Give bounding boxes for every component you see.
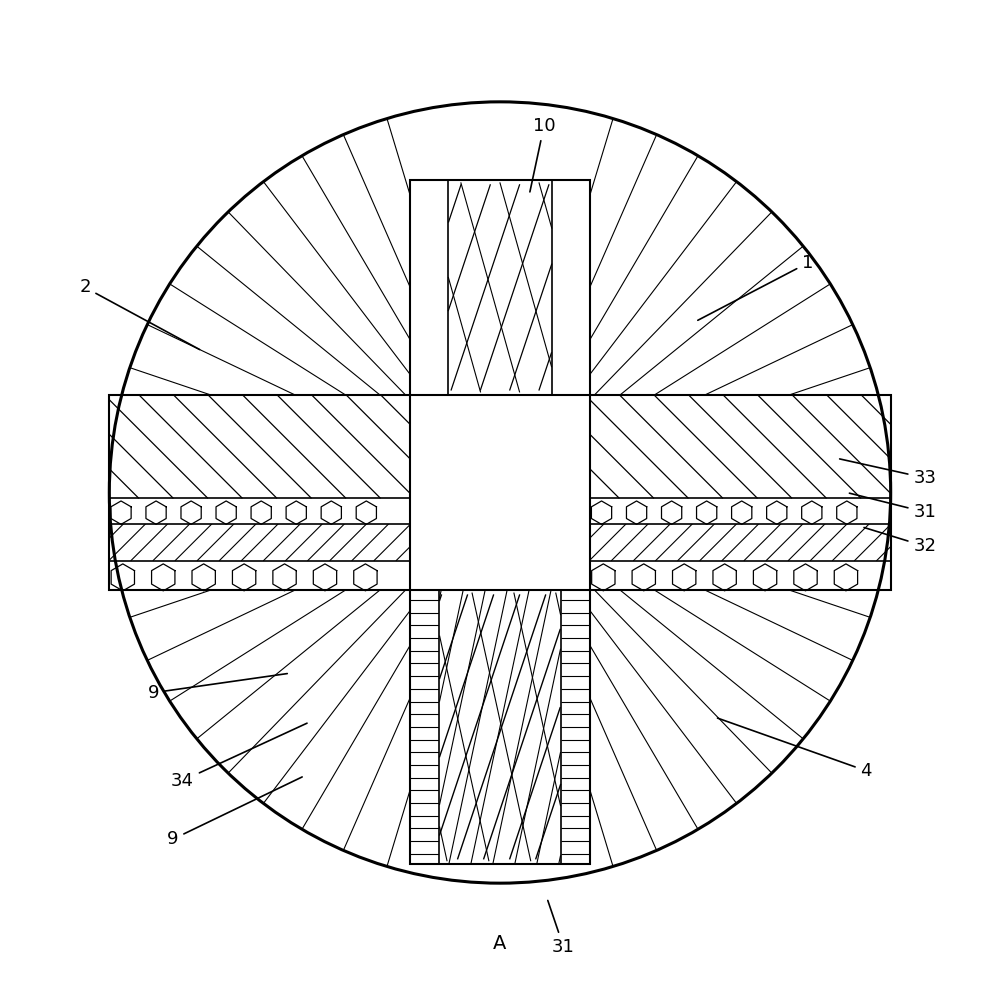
Text: 9: 9 <box>167 777 302 848</box>
Bar <box>410 180 590 864</box>
Text: 33: 33 <box>840 459 936 487</box>
Bar <box>448 180 552 395</box>
Text: 9: 9 <box>148 674 287 701</box>
Bar <box>561 590 590 864</box>
Bar <box>410 180 448 395</box>
Text: 10: 10 <box>530 117 555 192</box>
Text: 31: 31 <box>548 900 575 955</box>
Bar <box>590 560 891 590</box>
Bar <box>109 395 410 498</box>
Bar <box>109 498 410 524</box>
Text: 2: 2 <box>79 279 200 350</box>
Bar <box>109 560 410 590</box>
Text: 34: 34 <box>171 723 307 790</box>
Bar <box>552 180 590 395</box>
Bar <box>410 590 439 864</box>
Bar <box>410 180 590 864</box>
Circle shape <box>109 101 891 884</box>
Bar <box>109 395 891 590</box>
Bar <box>590 498 891 524</box>
Text: 1: 1 <box>698 254 813 320</box>
Bar <box>109 524 410 560</box>
Text: A: A <box>493 934 507 953</box>
Text: 31: 31 <box>849 493 936 521</box>
Bar <box>109 395 891 590</box>
Bar <box>439 590 561 864</box>
Text: 32: 32 <box>864 528 936 556</box>
Bar <box>590 524 891 560</box>
Bar <box>590 395 891 498</box>
Text: 4: 4 <box>717 718 872 780</box>
